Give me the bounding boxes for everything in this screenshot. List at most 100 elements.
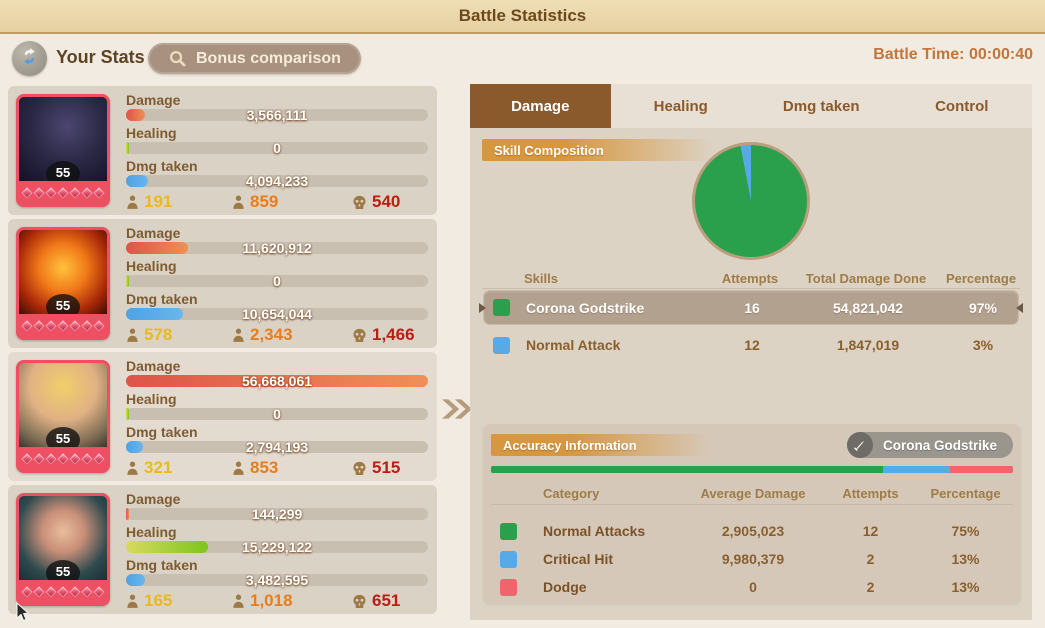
tab-healing[interactable]: Healing xyxy=(653,97,708,115)
magnifier-icon xyxy=(168,49,187,68)
battle-time: Battle Time: 00:00:40 xyxy=(873,46,1033,63)
dmg-taken-bar-fill xyxy=(126,175,148,187)
col-skills: Skills xyxy=(524,270,558,286)
hero-star-rating xyxy=(19,314,107,338)
healing-bar-fill xyxy=(126,408,129,420)
dmg-taken-label: Dmg taken xyxy=(126,557,198,573)
hero-portrait: 55 xyxy=(16,493,110,606)
wounded-soldier-icon xyxy=(127,195,138,209)
wounded-soldier-icon xyxy=(127,328,138,342)
dmg-taken-label: Dmg taken xyxy=(126,291,198,307)
hero-portrait-image: 55 xyxy=(19,363,107,447)
hero-portrait: 55 xyxy=(16,360,110,473)
skill-selector-dropdown[interactable]: Corona Godstrike xyxy=(846,432,1013,458)
hero-card-1[interactable]: 55 Damage 3,566,111 Healing 0 Dmg taken … xyxy=(8,86,437,215)
average-damage: 2,905,023 xyxy=(721,523,785,539)
dmg-taken-value: 3,482,595 xyxy=(245,572,309,588)
title-bar: Battle Statistics xyxy=(0,0,1045,34)
skill-total-damage: 54,821,042 xyxy=(832,299,904,316)
damage-bar: 11,620,912 xyxy=(126,241,428,255)
swap-arrows-icon xyxy=(18,45,41,73)
skull-icon xyxy=(353,195,366,209)
double-chevron-icon[interactable] xyxy=(441,393,473,430)
percentage: 13% xyxy=(951,551,980,567)
hero-star-rating xyxy=(19,580,107,604)
healing-bar: 0 xyxy=(126,407,428,421)
col-category: Category xyxy=(543,485,600,501)
tab-dmg-taken[interactable]: Dmg taken xyxy=(782,97,860,115)
count-orange: 859 xyxy=(250,192,279,211)
count-red: 1,466 xyxy=(372,325,415,344)
accuracy-stacked-bar xyxy=(491,466,1013,473)
troop-counts: 578 2,343 1,466 xyxy=(126,325,428,345)
tab-damage[interactable]: Damage xyxy=(470,84,611,128)
dmg-taken-bar: 4,094,233 xyxy=(126,173,428,189)
tab-control[interactable]: Control xyxy=(935,97,989,115)
skill-row-corona-godstrike[interactable]: Corona Godstrike 16 54,821,042 97% xyxy=(484,291,1018,324)
healing-label: Healing xyxy=(126,524,177,540)
dmg-taken-bar-fill xyxy=(126,441,143,453)
swap-stats-button[interactable] xyxy=(12,41,47,76)
healing-bar: 15,229,122 xyxy=(126,540,428,554)
hero-portrait-image: 55 xyxy=(19,97,107,181)
legend-swatch xyxy=(500,578,517,596)
damage-value: 56,668,061 xyxy=(241,373,313,389)
accuracy-information-label: Accuracy Information xyxy=(491,434,710,456)
accuracy-table-header: Category Average Damage Attempts Percent… xyxy=(491,482,1013,505)
attempts: 2 xyxy=(866,551,875,567)
healing-bar: 0 xyxy=(126,141,428,155)
legend-swatch xyxy=(500,550,517,568)
damage-label: Damage xyxy=(126,225,181,241)
category-name: Critical Hit xyxy=(543,551,614,567)
hero-portrait: 55 xyxy=(16,227,110,340)
skill-attempts: 12 xyxy=(744,337,760,353)
your-stats-label: Your Stats xyxy=(56,47,145,67)
hero-stats: Damage 11,620,912 Healing 0 Dmg taken 10… xyxy=(126,225,428,345)
hero-level-badge: 55 xyxy=(46,161,80,181)
dmg-taken-value: 4,094,233 xyxy=(245,173,309,189)
severely-wounded-icon xyxy=(233,328,244,342)
legend-swatch xyxy=(493,336,510,354)
damage-bar-fill xyxy=(126,508,129,520)
count-red: 515 xyxy=(372,458,401,477)
hero-card-3-selected[interactable]: 55 Damage 56,668,061 Healing 0 Dmg taken… xyxy=(8,352,437,481)
percentage: 13% xyxy=(951,579,980,595)
bar-segment-dodge xyxy=(950,466,1013,473)
dmg-taken-label: Dmg taken xyxy=(126,424,198,440)
average-damage: 9,980,379 xyxy=(721,551,785,567)
healing-bar-fill xyxy=(126,142,129,154)
col-attempts: Attempts xyxy=(721,270,779,286)
skill-attempts: 16 xyxy=(744,299,760,316)
count-red: 651 xyxy=(372,591,401,610)
bar-segment-normal xyxy=(491,466,883,473)
skill-name: Normal Attack xyxy=(526,337,621,353)
hero-stats: Damage 3,566,111 Healing 0 Dmg taken 4,0… xyxy=(126,92,428,212)
severely-wounded-icon xyxy=(233,594,244,608)
col-attempts: Attempts xyxy=(842,485,899,501)
damage-label: Damage xyxy=(126,92,181,108)
damage-label: Damage xyxy=(126,358,181,374)
dmg-taken-bar-fill xyxy=(126,574,146,586)
category-name: Normal Attacks xyxy=(543,523,646,539)
hero-card-4[interactable]: 55 Damage 144,299 Healing 15,229,122 Dmg… xyxy=(8,485,437,614)
damage-bar-fill xyxy=(126,109,146,121)
skill-composition-pie-chart xyxy=(692,142,810,260)
troop-counts: 165 1,018 651 xyxy=(126,591,428,611)
skill-row-normal-attack[interactable]: Normal Attack 12 1,847,019 3% xyxy=(484,332,1018,358)
skull-icon xyxy=(353,328,366,342)
skill-name: Corona Godstrike xyxy=(526,299,645,316)
hero-portrait-image: 55 xyxy=(19,496,107,580)
hero-portrait: 55 xyxy=(16,94,110,207)
count-yellow: 578 xyxy=(144,325,173,344)
hero-card-2[interactable]: 55 Damage 11,620,912 Healing 0 Dmg taken… xyxy=(8,219,437,348)
healing-bar-fill xyxy=(126,275,129,287)
legend-swatch xyxy=(500,522,517,540)
selected-skill-name: Corona Godstrike xyxy=(882,437,997,453)
troop-counts: 321 853 515 xyxy=(126,458,428,478)
bonus-comparison-button[interactable]: Bonus comparison xyxy=(148,43,361,74)
count-yellow: 321 xyxy=(144,458,173,477)
hero-level-badge: 55 xyxy=(46,560,80,580)
skill-total-damage: 1,847,019 xyxy=(836,337,900,353)
skull-icon xyxy=(353,461,366,475)
